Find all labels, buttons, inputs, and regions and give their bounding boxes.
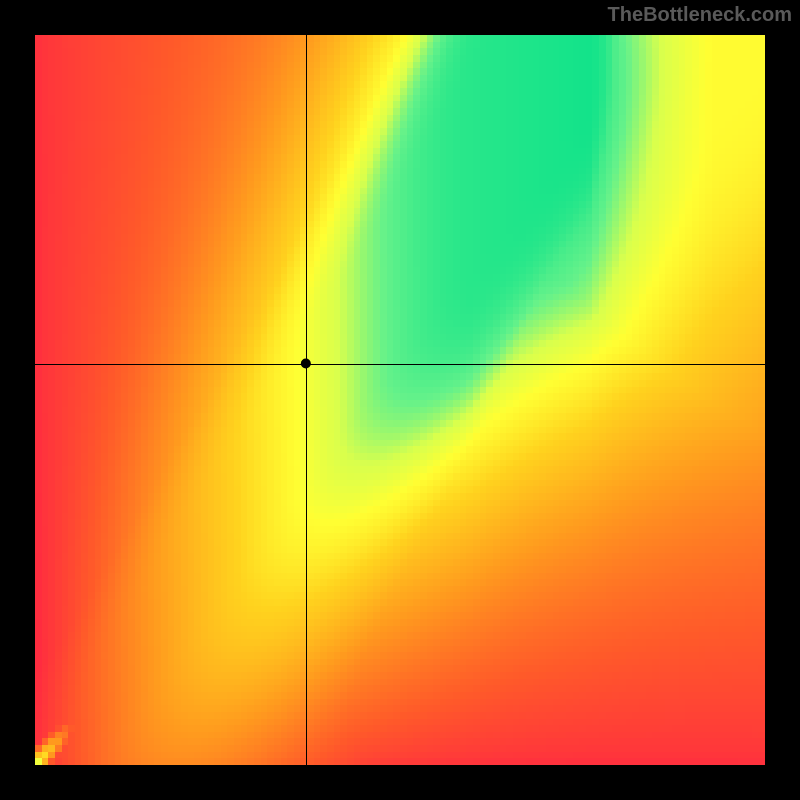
chart-container: TheBottleneck.com: [0, 0, 800, 800]
heatmap-canvas: [0, 0, 800, 800]
watermark-text: TheBottleneck.com: [608, 4, 792, 27]
